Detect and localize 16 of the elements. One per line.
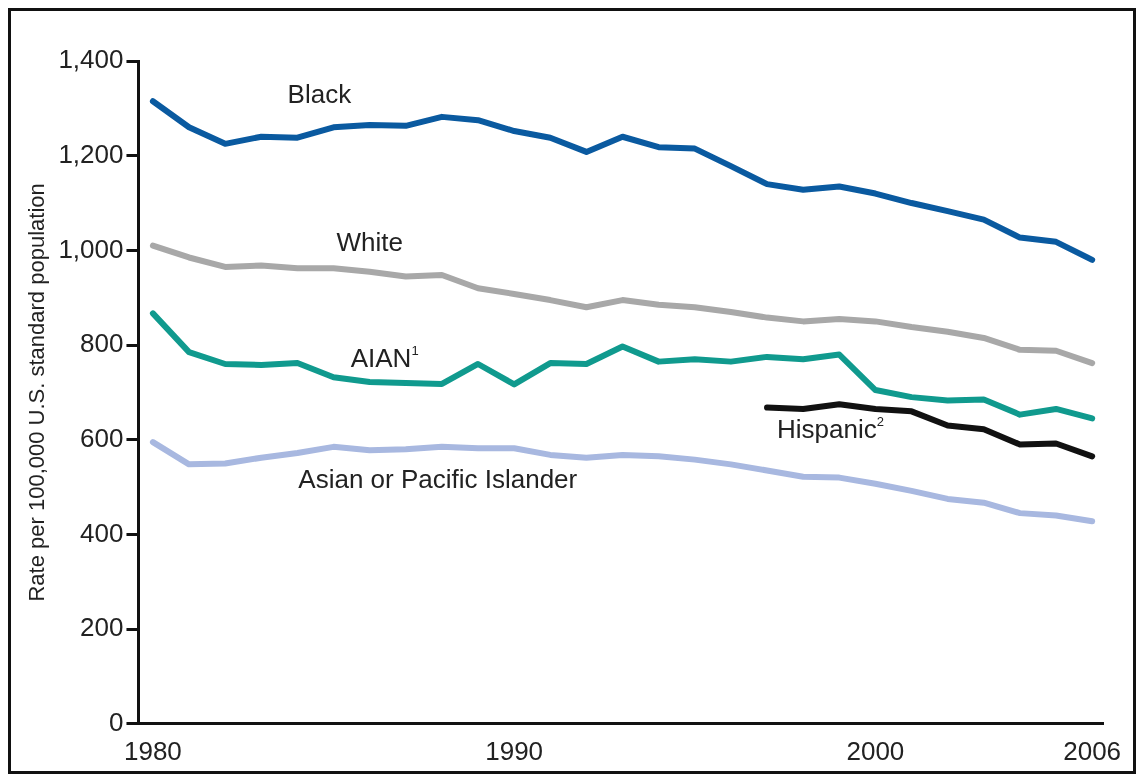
- x-tick-label: 1980: [123, 735, 182, 766]
- series-label: Black: [287, 78, 353, 109]
- y-tick-label: 600: [80, 422, 124, 453]
- y-axis-title: Rate per 100,000 U.S. standard population: [24, 183, 50, 602]
- x-tick-label: 2000: [846, 735, 905, 766]
- series-label: White: [336, 226, 403, 257]
- x-tick-label: 1990: [485, 735, 544, 766]
- y-tick-label: 0: [108, 706, 124, 737]
- y-tick-label: 400: [80, 517, 124, 548]
- y-tick-label: 800: [80, 328, 124, 359]
- x-tick-label: 2006: [1063, 735, 1122, 766]
- y-tick-label: 1,200: [58, 138, 124, 169]
- series-label: Asian or Pacific Islander: [298, 464, 578, 495]
- y-tick-label: 1,000: [58, 233, 124, 264]
- y-tick-label: 200: [80, 612, 124, 643]
- y-tick-label: 1,400: [58, 44, 124, 75]
